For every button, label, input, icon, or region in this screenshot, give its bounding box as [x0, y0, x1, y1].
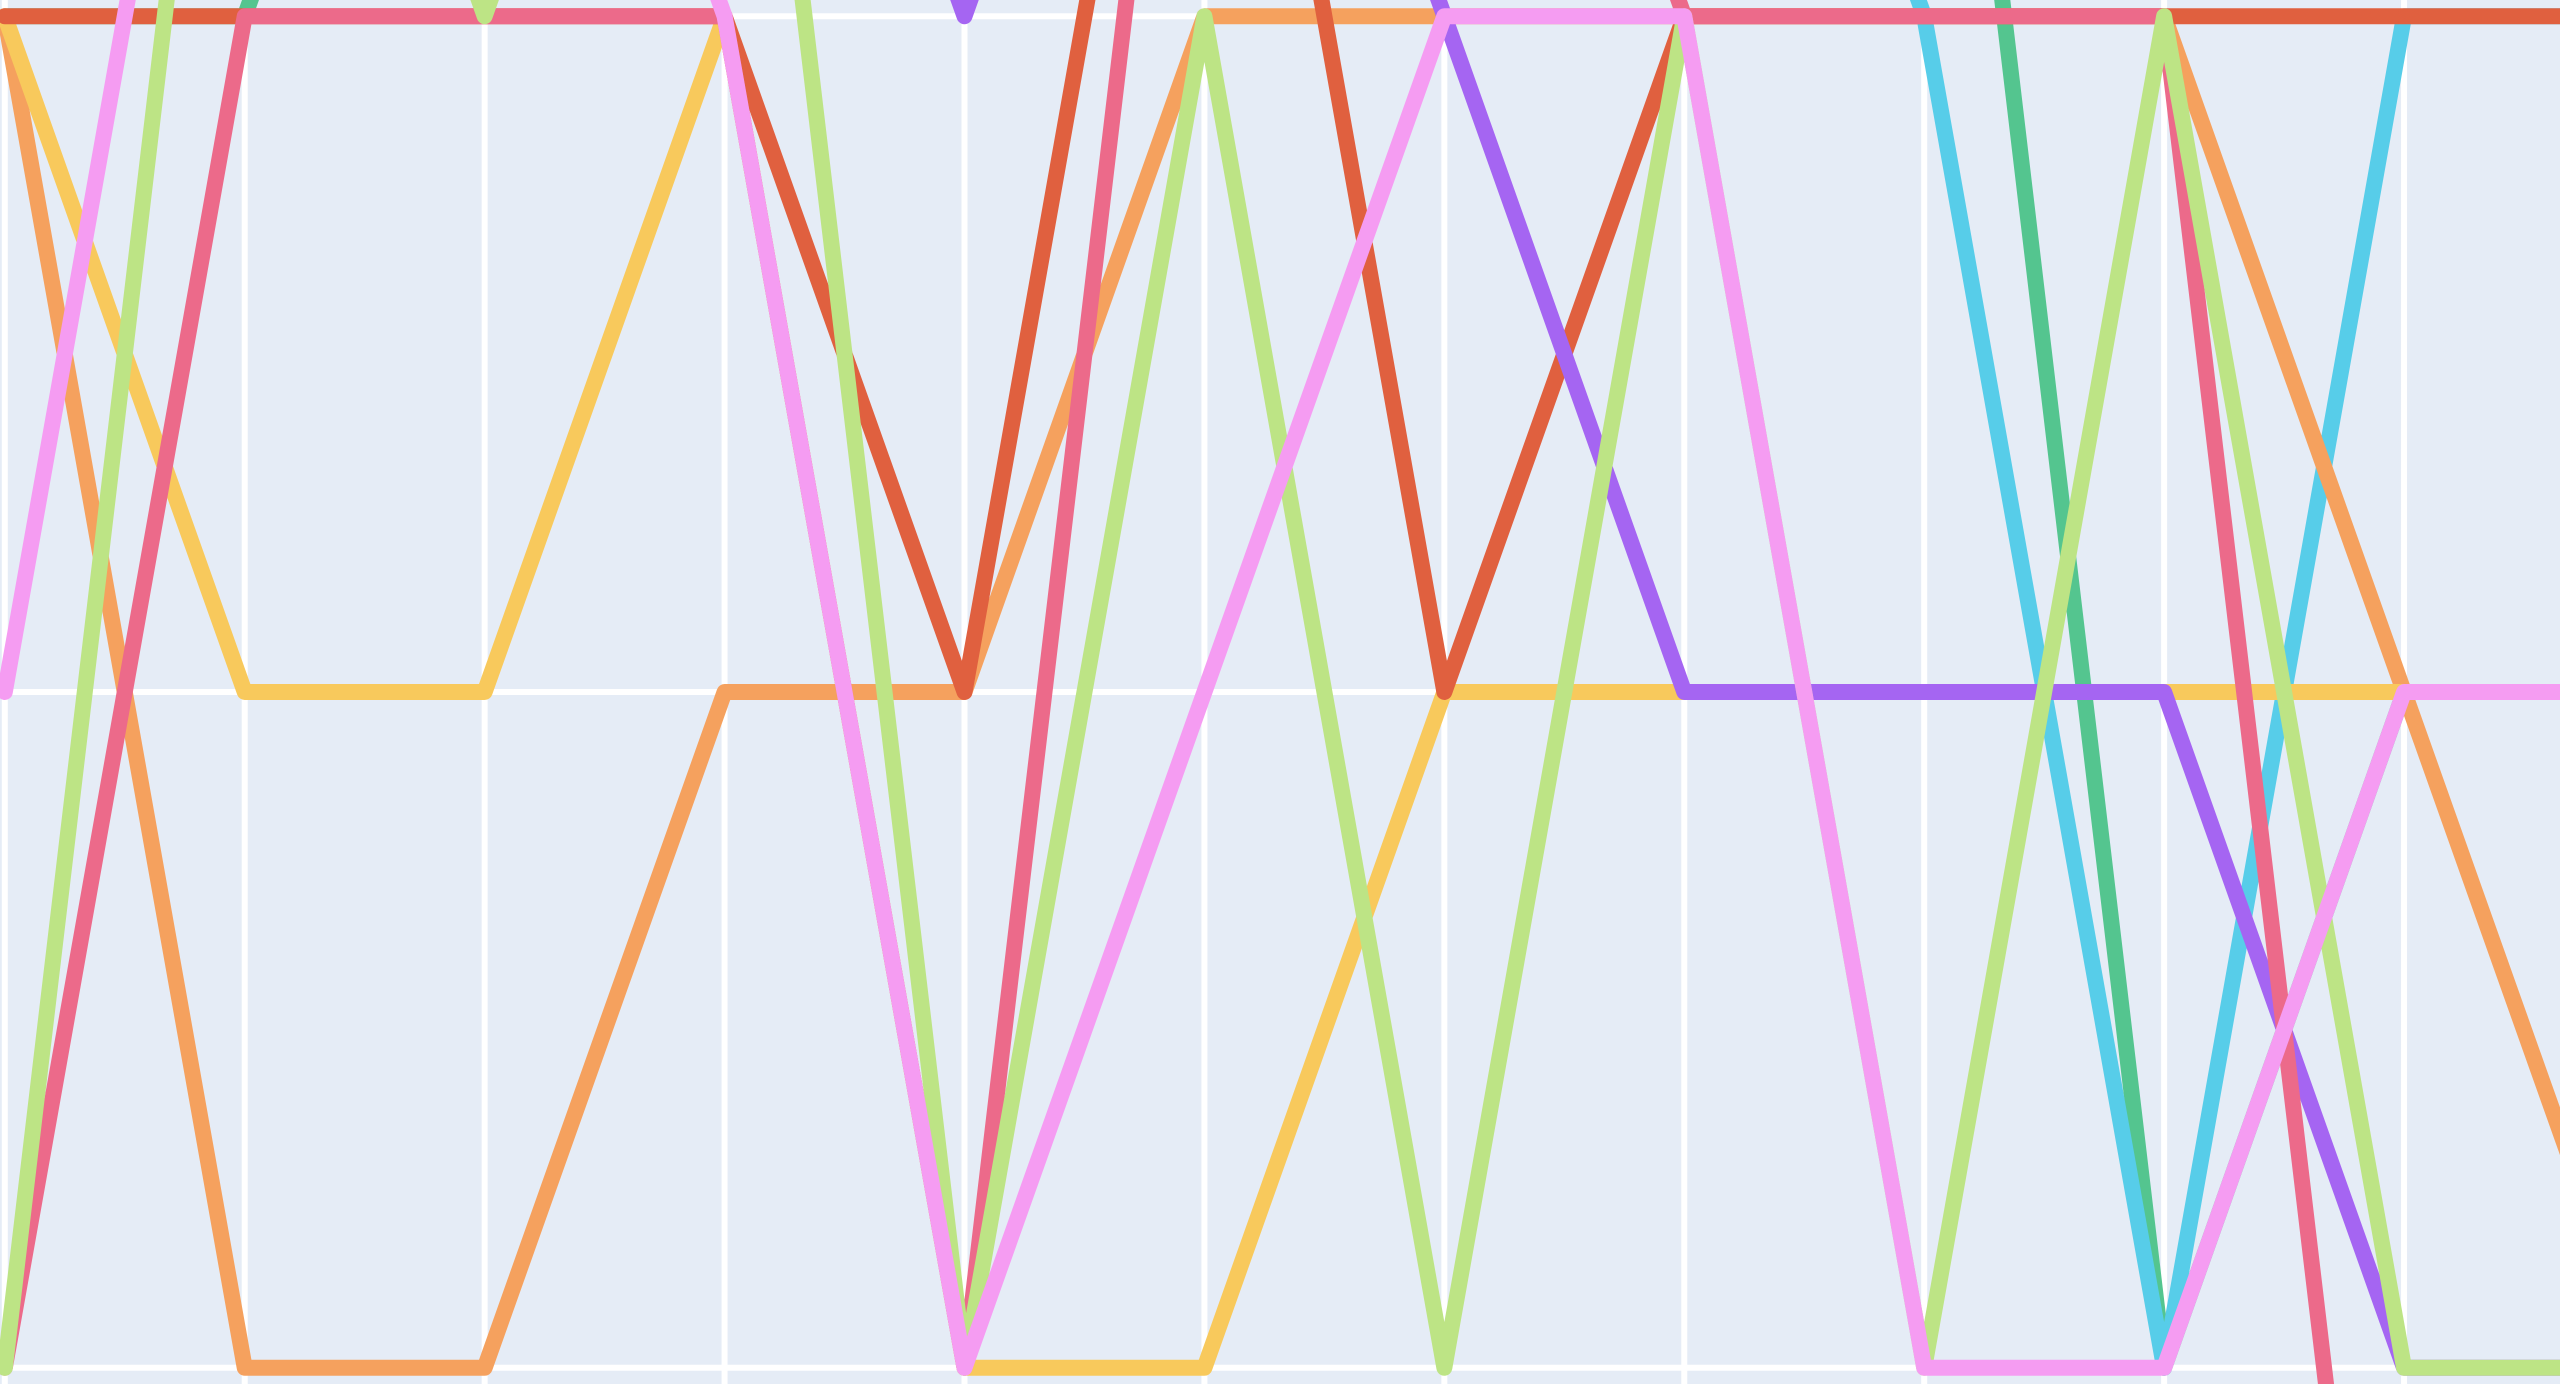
series-line [1909, 0, 2560, 1376]
series-line [0, 8, 2560, 1376]
series-line [950, 0, 2560, 1376]
series-line [0, 0, 2335, 1384]
